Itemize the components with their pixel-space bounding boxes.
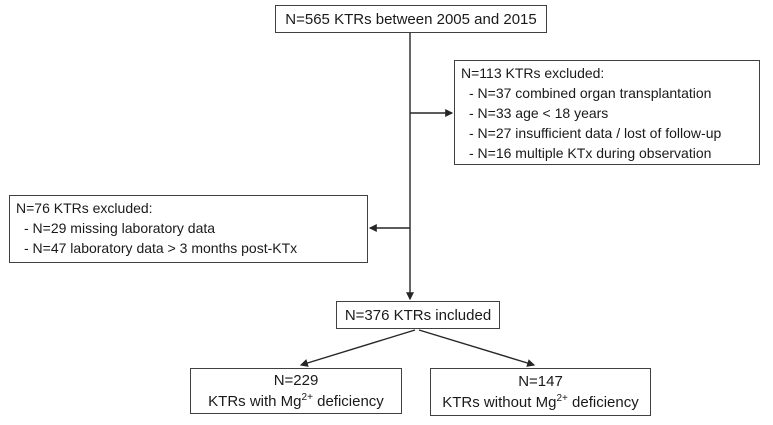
arrow-included-to-no-deficiency [418, 329, 536, 367]
deficiency-label-prefix: KTRs with Mg [208, 393, 302, 410]
deficiency-box: N=229 KTRs with Mg2+ deficiency [190, 368, 402, 414]
no-deficiency-box: N=147 KTRs without Mg2+ deficiency [430, 368, 651, 416]
no-deficiency-label-suffix: deficiency [567, 394, 639, 411]
exclusion-item: - N=27 insufficient data / lost of follo… [469, 125, 722, 141]
right-exclusion-title: N=113 KTRs excluded: [461, 65, 605, 81]
left-exclusion-title: N=76 KTRs excluded: [16, 200, 153, 216]
left-exclusion-box: N=76 KTRs excluded: - N=29 missing labor… [9, 195, 368, 263]
exclusion-item: - N=29 missing laboratory data [24, 220, 216, 236]
exclusion-item: - N=37 combined organ transplantation [469, 85, 712, 101]
enrollment-box: N=565 KTRs between 2005 and 2015 [275, 5, 547, 33]
exclusion-item: - N=47 laboratory data > 3 months post-K… [24, 240, 298, 256]
no-deficiency-label: KTRs without Mg2+ deficiency [442, 392, 638, 413]
included-box: N=376 KTRs included [336, 301, 500, 329]
no-deficiency-label-sup: 2+ [556, 393, 568, 404]
deficiency-label: KTRs with Mg2+ deficiency [208, 391, 384, 412]
arrow-included-to-deficiency [299, 329, 416, 367]
deficiency-label-sup: 2+ [301, 392, 313, 403]
exclusion-item: - N=33 age < 18 years [469, 105, 609, 121]
exclusion-item: - N=16 multiple KTx during observation [469, 145, 712, 161]
enrollment-text: N=565 KTRs between 2005 and 2015 [285, 10, 537, 28]
included-text: N=376 KTRs included [344, 306, 492, 324]
deficiency-label-suffix: deficiency [312, 393, 384, 410]
no-deficiency-label-prefix: KTRs without Mg [442, 394, 557, 411]
right-exclusion-box: N=113 KTRs excluded: - N=37 combined org… [454, 60, 760, 165]
no-deficiency-count: N=147 [518, 373, 563, 390]
deficiency-count: N=229 [273, 372, 319, 389]
